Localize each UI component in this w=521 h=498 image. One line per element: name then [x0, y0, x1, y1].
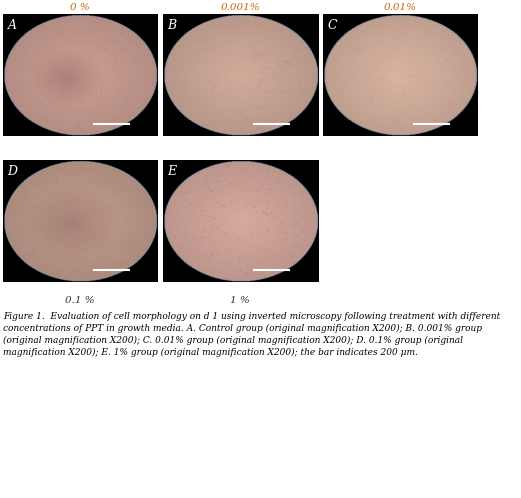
Text: 0.1 %: 0.1 % [65, 296, 95, 305]
Text: 0 %: 0 % [70, 3, 90, 12]
Text: B: B [168, 19, 177, 32]
Text: 0.001%: 0.001% [220, 3, 260, 12]
Text: A: A [8, 19, 17, 32]
Text: E: E [168, 165, 177, 178]
Text: C: C [328, 19, 337, 32]
Text: Figure 1.  Evaluation of cell morphology on d 1 using inverted microscopy follow: Figure 1. Evaluation of cell morphology … [3, 312, 500, 357]
Text: 0.01%: 0.01% [383, 3, 416, 12]
Text: D: D [8, 165, 18, 178]
Text: 1 %: 1 % [230, 296, 250, 305]
